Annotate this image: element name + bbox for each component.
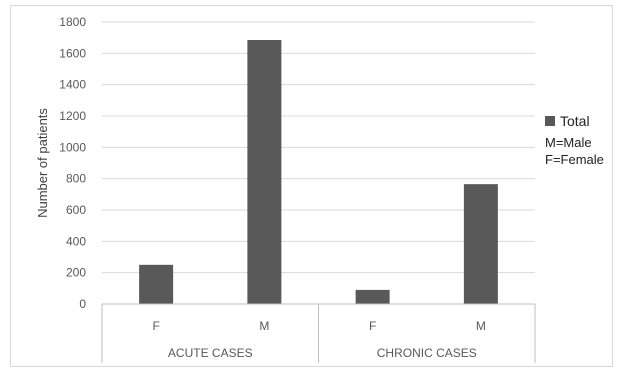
x-tick-label: M bbox=[476, 319, 486, 333]
bar bbox=[139, 264, 174, 304]
y-tick-label: 1600 bbox=[59, 46, 86, 60]
x-group-label: CHRONIC CASES bbox=[377, 346, 477, 360]
x-tick-label: M bbox=[259, 319, 269, 333]
legend-label-total: Total bbox=[560, 113, 590, 129]
y-tick-label: 1000 bbox=[59, 140, 86, 154]
x-axis: F M F M ACUTE CASES CHRONIC CASES bbox=[101, 303, 536, 363]
bar bbox=[247, 40, 282, 305]
y-tick-label: 1200 bbox=[59, 109, 86, 123]
x-tick-label: F bbox=[369, 319, 376, 333]
legend-swatch-total bbox=[545, 116, 555, 126]
y-tick-label: 600 bbox=[66, 203, 86, 217]
y-tick-label: 0 bbox=[79, 297, 86, 311]
y-tick-label: 400 bbox=[66, 234, 86, 248]
bar bbox=[355, 289, 390, 304]
x-tick-label: F bbox=[152, 319, 159, 333]
y-axis-title: Number of patients bbox=[35, 108, 50, 218]
y-tick-label: 200 bbox=[66, 266, 86, 280]
y-axis-ticks: 0 200 400 600 800 1000 1200 1400 1600 1800 bbox=[59, 15, 86, 311]
bars bbox=[139, 40, 498, 305]
y-tick-label: 1400 bbox=[59, 78, 86, 92]
bar bbox=[463, 184, 498, 304]
legend-note-female: F=Female bbox=[545, 152, 604, 167]
legend: Total M=Male F=Female bbox=[545, 113, 604, 167]
y-tick-label: 800 bbox=[66, 172, 86, 186]
y-tick-label: 1800 bbox=[59, 15, 86, 29]
legend-note-male: M=Male bbox=[545, 135, 592, 150]
gridlines bbox=[102, 21, 535, 274]
x-group-label: ACUTE CASES bbox=[168, 346, 253, 360]
chart-frame bbox=[10, 5, 613, 367]
